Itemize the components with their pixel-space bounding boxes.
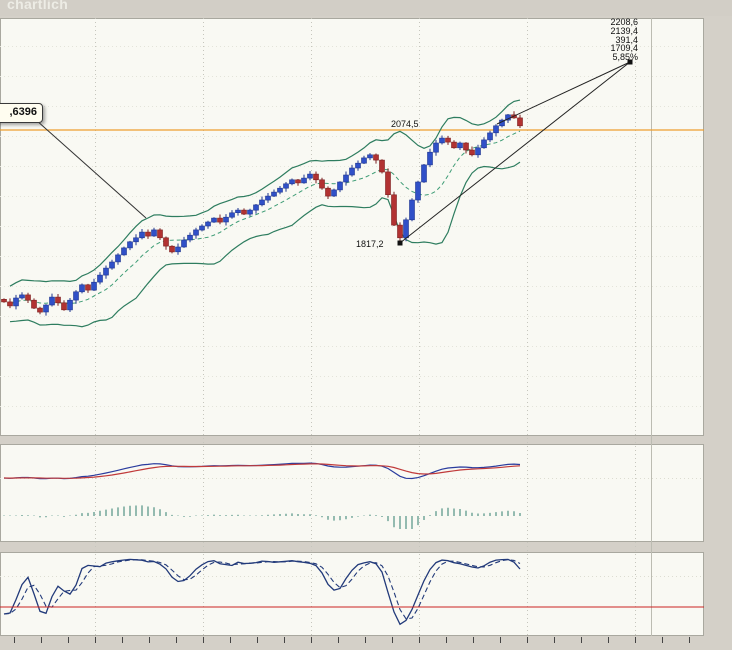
fib-label-3: 1709,4 [610, 43, 638, 54]
panel-splitter-lower[interactable] [0, 542, 704, 552]
callout-pointer-line [35, 119, 147, 219]
fib-label-2: 391,4 [615, 34, 638, 45]
bollinger-lower [9, 161, 521, 328]
trend-handle [397, 240, 403, 246]
fib-label-1: 2139,4 [610, 25, 638, 36]
window-titlebar: chartlich [0, 0, 732, 16]
window-title: chartlich [7, 0, 69, 12]
macd-histogram [3, 505, 521, 529]
fib-extension-labels[interactable]: 2208,6 2139,4 391,4 1709,4 5,85% [584, 18, 638, 62]
current-price-label: 2074,5 [391, 119, 419, 129]
macd-signal-line [3, 463, 521, 479]
trend-handle [627, 59, 633, 65]
panel-macd [0, 444, 704, 542]
swing-low-label: 1817,2 [356, 239, 384, 249]
price-callout[interactable]: ,6396 [0, 103, 43, 123]
trend-line-0 [399, 61, 631, 244]
stoch-d-line [3, 559, 521, 620]
trend-line-1 [496, 61, 631, 125]
bollinger-middle [9, 130, 521, 305]
fib-label-4: 5,85% [612, 52, 638, 63]
panel-stoch [0, 552, 704, 636]
bollinger-upper [9, 99, 521, 287]
stoch-k-line [3, 558, 521, 626]
fib-label-0: 2208,6 [610, 17, 638, 27]
candles-layer [1, 111, 523, 316]
panel-splitter-upper[interactable] [0, 436, 704, 444]
